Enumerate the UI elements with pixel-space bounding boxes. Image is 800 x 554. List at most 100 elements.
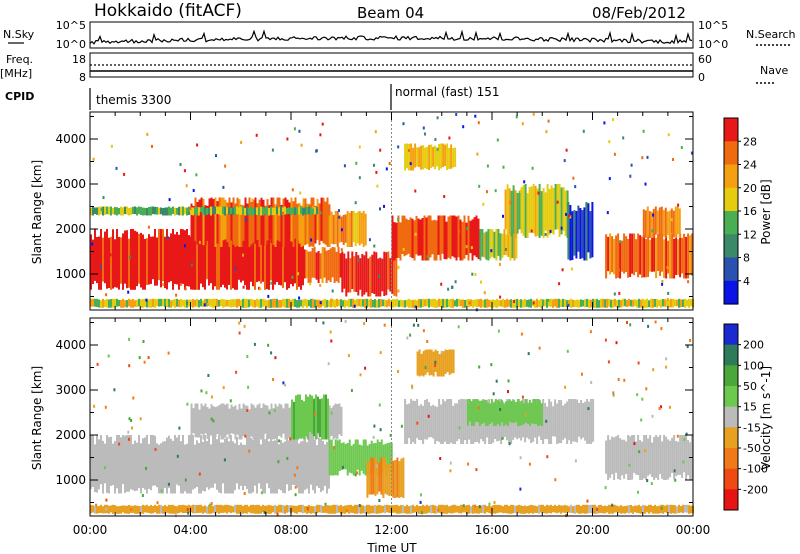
data-column: [90, 207, 92, 216]
data-column: [690, 299, 692, 307]
data-column: [258, 207, 260, 216]
data-column: [378, 504, 380, 514]
data-column: [102, 506, 104, 514]
data-column: [280, 300, 282, 308]
data-column: [210, 197, 213, 247]
data-column: [154, 229, 156, 286]
data-column: [224, 299, 226, 307]
speck: [347, 354, 350, 358]
data-column: [260, 197, 263, 245]
data-column: [658, 207, 661, 237]
data-column: [142, 207, 144, 216]
data-column: [476, 505, 478, 514]
data-column: [612, 504, 614, 514]
data-column: [330, 439, 333, 476]
data-column: [156, 299, 158, 307]
data-column: [398, 461, 401, 498]
data-column: [214, 298, 216, 308]
data-column: [450, 298, 452, 308]
speck: [185, 184, 188, 188]
data-column: [609, 439, 612, 478]
data-column: [166, 506, 168, 513]
data-column: [418, 506, 420, 514]
speck: [139, 417, 142, 421]
data-column: [432, 298, 434, 308]
speck: [478, 184, 481, 188]
speck: [546, 455, 549, 459]
data-column: [501, 233, 504, 258]
data-column: [216, 406, 219, 435]
nsearch-label: N.Search: [746, 28, 796, 41]
data-column: [396, 504, 398, 514]
data-column: [192, 504, 194, 514]
data-column: [118, 435, 120, 494]
speck: [321, 122, 324, 126]
data-column: [610, 299, 612, 308]
data-column: [606, 506, 608, 513]
nsky-strip-frame: [89, 21, 694, 49]
data-column: [448, 506, 450, 513]
data-column: [530, 298, 532, 308]
data-column: [260, 299, 262, 308]
data-column: [400, 505, 402, 514]
data-column: [312, 206, 314, 214]
data-column: [503, 229, 506, 255]
data-column: [152, 298, 154, 308]
nsky-tick-bottom: 10^0: [56, 38, 86, 51]
data-column: [162, 506, 164, 514]
station-title: Hokkaido (fitACF): [94, 1, 242, 21]
data-column: [669, 233, 672, 279]
data-column: [560, 299, 562, 307]
data-column: [238, 404, 241, 440]
data-column: [250, 504, 252, 514]
data-column: [216, 234, 218, 290]
data-column: [234, 239, 236, 290]
data-column: [558, 184, 561, 237]
data-column: [284, 505, 286, 514]
data-column: [362, 505, 364, 514]
data-column: [450, 349, 453, 374]
data-column: [242, 505, 244, 514]
data-column: [605, 440, 608, 474]
data-column: [387, 251, 390, 290]
colorbar-tick-label: 8: [743, 252, 750, 265]
data-column: [220, 206, 222, 216]
data-column: [428, 144, 431, 170]
speck: [613, 152, 616, 156]
speck: [358, 504, 361, 507]
data-column: [360, 445, 363, 471]
data-column: [94, 207, 96, 214]
speck: [495, 379, 498, 383]
speck: [565, 212, 568, 216]
data-column: [208, 207, 210, 214]
speck: [151, 144, 153, 148]
data-column: [394, 459, 397, 498]
data-column: [664, 505, 666, 513]
data-column: [630, 505, 632, 513]
data-column: [300, 229, 302, 290]
data-column: [336, 440, 339, 476]
speck: [687, 280, 690, 284]
data-column: [590, 504, 592, 514]
speck: [474, 504, 477, 508]
data-column: [679, 435, 682, 475]
data-column: [325, 250, 328, 283]
speck: [372, 435, 375, 439]
data-column: [347, 251, 350, 293]
speck: [476, 152, 479, 156]
data-column: [544, 506, 546, 514]
data-column: [662, 504, 664, 514]
data-column: [391, 215, 394, 261]
data-column: [378, 442, 381, 476]
data-column: [226, 202, 229, 243]
data-column: [633, 233, 636, 276]
speck: [183, 169, 186, 173]
speck: [454, 280, 457, 284]
colorbar-frame: [723, 323, 739, 511]
data-column: [594, 299, 596, 308]
data-column: [327, 250, 330, 281]
data-column: [429, 215, 432, 258]
data-column: [358, 444, 361, 476]
speck: [660, 327, 663, 331]
colorbar-swatch: [724, 164, 738, 189]
